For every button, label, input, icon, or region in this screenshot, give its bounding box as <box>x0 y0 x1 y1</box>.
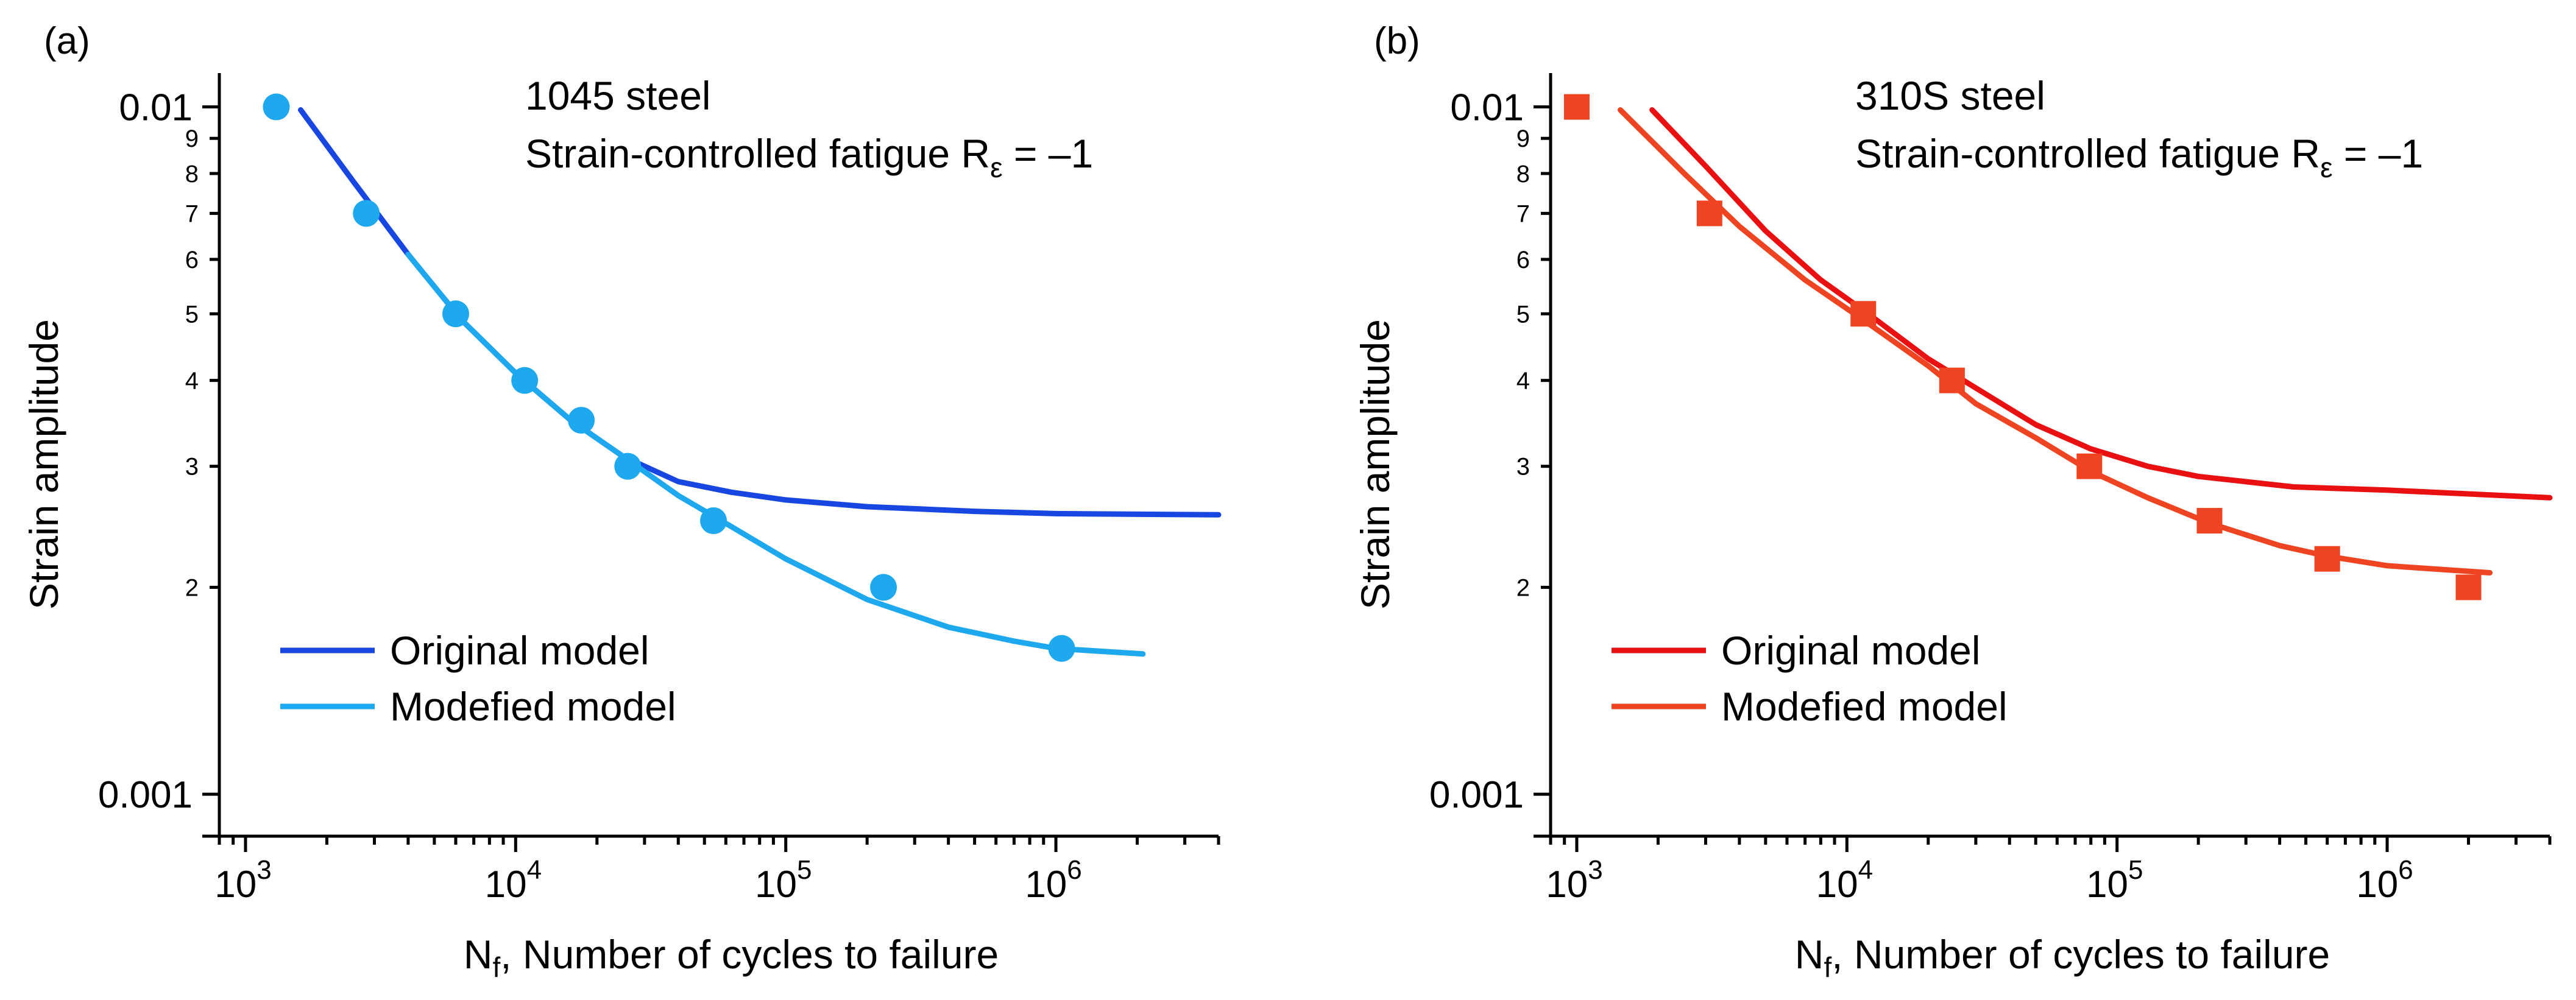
x-tick-exponent: 4 <box>527 855 542 885</box>
series-line-0 <box>1649 107 2553 501</box>
x-axis-title-rest: , Number of cycles to failure <box>500 932 999 977</box>
x-axis-title-symbol: N <box>464 932 493 977</box>
data-point <box>614 452 642 480</box>
panel-label: (b) <box>1374 20 1420 62</box>
data-point <box>2196 508 2223 534</box>
x-tick-label: 106 <box>2356 855 2413 906</box>
y-minor-tick-label: 7 <box>185 200 199 227</box>
subtitle-prefix: Strain-controlled fatigue R <box>525 131 990 176</box>
x-axis-title-symbol: N <box>1795 932 1824 977</box>
legend-label: Modefied model <box>1721 684 2008 729</box>
y-minor-tick-label: 3 <box>185 454 199 481</box>
x-tick-label: 105 <box>2086 855 2143 906</box>
x-tick-base: 10 <box>2086 864 2128 906</box>
x-tick-exponent: 5 <box>2128 855 2143 885</box>
x-tick-base: 10 <box>755 864 797 906</box>
x-tick-base: 10 <box>2356 864 2398 906</box>
y-minor-tick-label: 9 <box>185 125 199 152</box>
x-tick-exponent: 6 <box>1067 855 1081 885</box>
subtitle-subscript: ε <box>2320 152 2333 183</box>
subtitle-suffix: = –1 <box>2333 131 2424 176</box>
x-tick-label: 105 <box>755 855 812 906</box>
x-axis-title-subscript: f <box>1824 951 1831 983</box>
y-tick-label: 0.01 <box>1450 87 1524 129</box>
y-minor-tick-label: 4 <box>185 368 199 395</box>
chart-title: 1045 steel <box>525 73 711 118</box>
y-minor-tick-label: 2 <box>1516 574 1530 601</box>
data-point <box>353 200 380 227</box>
subtitle-subscript: ε <box>990 152 1003 183</box>
series-line-1 <box>1618 107 2493 576</box>
y-minor-tick-label: 5 <box>185 301 199 328</box>
x-tick-exponent: 4 <box>1858 855 1873 885</box>
y-minor-tick-label: 4 <box>1516 368 1530 395</box>
x-tick-label: 103 <box>1546 855 1602 906</box>
data-point <box>1563 94 1590 120</box>
x-tick-label: 104 <box>485 855 542 906</box>
x-axis-title: Nf, Number of cycles to failure <box>1795 932 2330 983</box>
legend-label: Modefied model <box>390 684 676 729</box>
chart-subtitle: Strain-controlled fatigue Rε = –1 <box>1855 131 2423 183</box>
subtitle-prefix: Strain-controlled fatigue R <box>1855 131 2320 176</box>
y-minor-tick-label: 6 <box>185 247 199 273</box>
data-point <box>442 300 469 328</box>
legend-label: Original model <box>1721 628 1981 673</box>
data-point <box>1048 635 1075 662</box>
y-tick-label: 0.01 <box>119 87 193 129</box>
x-tick-exponent: 3 <box>1588 855 1602 885</box>
x-tick-exponent: 6 <box>2398 855 2413 885</box>
data-point <box>263 93 290 121</box>
x-tick-base: 10 <box>485 864 527 906</box>
data-point <box>870 574 897 601</box>
data-point <box>1696 200 1722 227</box>
y-axis-title: Strain amplitude <box>1353 319 1398 610</box>
y-minor-tick-label: 8 <box>1516 161 1530 188</box>
x-tick-label: 104 <box>1816 855 1873 906</box>
x-tick-exponent: 5 <box>797 855 812 885</box>
y-axis-title: Strain amplitude <box>21 319 66 610</box>
x-tick-exponent: 3 <box>257 855 271 885</box>
legend-label: Original model <box>390 628 649 673</box>
data-point <box>511 367 539 394</box>
y-minor-tick-label: 9 <box>1516 125 1530 152</box>
data-point <box>2455 574 2482 600</box>
x-tick-base: 10 <box>214 864 257 906</box>
x-tick-base: 10 <box>1025 864 1067 906</box>
chart-subtitle: Strain-controlled fatigue Rε = –1 <box>525 131 1093 183</box>
y-minor-tick-label: 6 <box>1516 247 1530 273</box>
y-tick-label: 0.001 <box>1429 774 1524 816</box>
y-minor-tick-label: 3 <box>1516 454 1530 481</box>
x-axis-title-subscript: f <box>492 951 500 983</box>
y-minor-tick-label: 8 <box>185 161 199 188</box>
y-minor-tick-label: 7 <box>1516 200 1530 227</box>
data-point <box>700 507 727 535</box>
x-axis-title: Nf, Number of cycles to failure <box>464 932 999 983</box>
subtitle-suffix: = –1 <box>1003 131 1094 176</box>
data-point <box>2314 546 2340 572</box>
x-axis-title-rest: , Number of cycles to failure <box>1831 932 2330 977</box>
data-point <box>568 407 595 434</box>
x-tick-label: 103 <box>214 855 271 906</box>
x-tick-label: 106 <box>1025 855 1081 906</box>
chart-title: 310S steel <box>1855 73 2045 118</box>
panel-label: (a) <box>44 20 90 62</box>
series-line-1 <box>405 252 1146 657</box>
data-point <box>1939 367 1965 393</box>
x-tick-base: 10 <box>1546 864 1588 906</box>
y-minor-tick-label: 2 <box>185 574 199 601</box>
data-point <box>1850 301 1877 327</box>
y-tick-label: 0.001 <box>98 774 193 816</box>
x-tick-base: 10 <box>1816 864 1858 906</box>
data-point <box>2076 453 2103 479</box>
y-minor-tick-label: 5 <box>1516 301 1530 328</box>
